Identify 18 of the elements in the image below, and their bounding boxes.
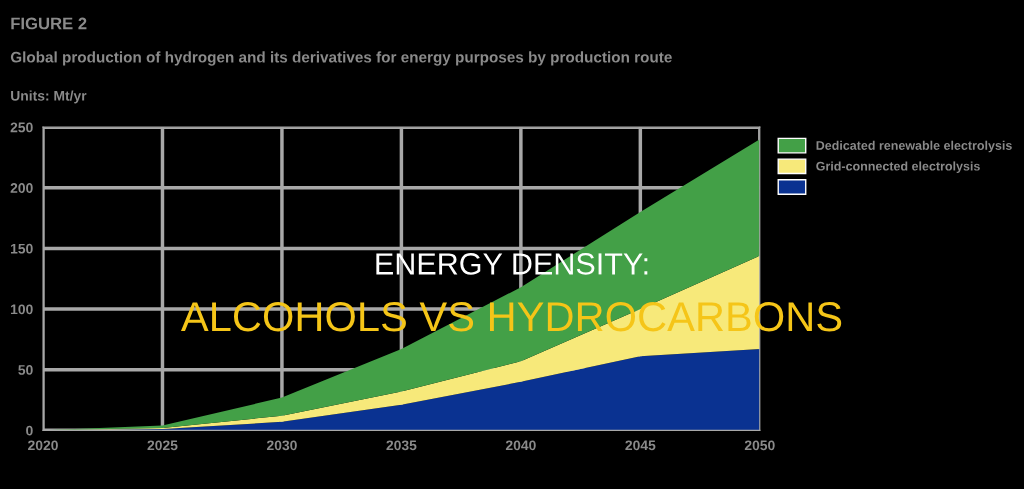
x-tick-label: 2020 [28, 440, 58, 451]
x-tick-label: 2045 [625, 440, 656, 451]
y-tick-label: 150 [10, 243, 33, 254]
x-tick-label: 2035 [386, 440, 417, 451]
x-tick-label: 2025 [147, 440, 178, 451]
y-axis-title: Units: Mt/yr [11, 90, 87, 104]
y-tick-label: 200 [10, 183, 33, 193]
y-tick-label: 100 [10, 304, 33, 315]
y-tick-label: 250 [10, 122, 33, 133]
legend-label: Dedicated renewable electrolysis [816, 140, 1012, 153]
y-tick-label: 50 [18, 365, 33, 375]
chart-title: FIGURE 2 [11, 17, 87, 30]
x-tick-label: 2030 [266, 440, 297, 451]
legend-label: Grid-connected electrolysis [816, 161, 980, 174]
chart-subtitle: Global production of hydrogen and its derivatives for energy purposes by production route [10, 51, 672, 66]
x-tick-label: 2040 [505, 440, 536, 451]
y-tick-label: 0 [26, 425, 33, 436]
x-tick-label: 2050 [744, 440, 775, 451]
